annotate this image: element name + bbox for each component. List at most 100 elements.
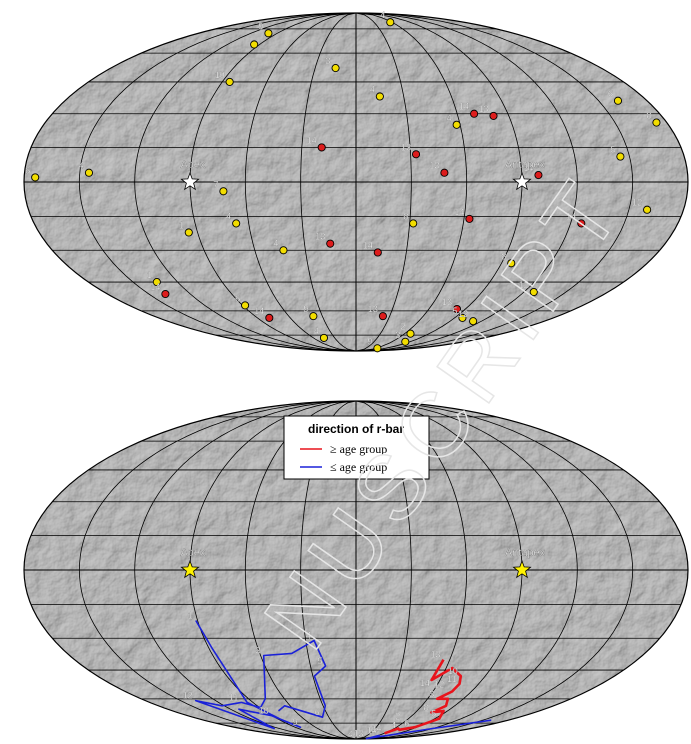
- point-label: 1: [188, 610, 193, 620]
- meridian-line: [300, 13, 357, 351]
- point-label: 1: [179, 220, 184, 230]
- point-label: 2: [400, 322, 405, 332]
- scatter-point: [161, 289, 170, 299]
- point-label: 10: [448, 666, 458, 676]
- point-label: 8: [403, 211, 408, 221]
- scatter-point: [409, 219, 418, 228]
- legend-entry-le: ≤ age group: [330, 460, 387, 474]
- point-label: 6: [608, 89, 613, 99]
- scatter-point: [440, 168, 449, 177]
- point-label: 14: [307, 135, 317, 145]
- point-label: 4: [306, 630, 311, 640]
- point-label: 13: [368, 304, 378, 314]
- point-label: 8: [423, 702, 428, 712]
- scatter-point: [616, 152, 625, 161]
- map-outline: [23, 400, 689, 740]
- point-label: 14: [566, 211, 576, 221]
- point-label: 13: [353, 729, 363, 739]
- legend-title: direction of r-bar: [308, 422, 404, 436]
- scatter-point: [489, 111, 498, 120]
- trajectory-line: [384, 659, 463, 735]
- apex-star-icon: [180, 559, 200, 579]
- meridian-line: [78, 13, 357, 351]
- point-label: 9: [293, 717, 298, 727]
- point-label: 5: [318, 656, 323, 666]
- point-label: 3: [395, 330, 400, 340]
- scatter-point: [452, 304, 462, 314]
- marker-label: Antapex: [505, 547, 546, 559]
- point-label: 2: [395, 712, 400, 722]
- scatter-point: [250, 40, 259, 49]
- scatter-point: [319, 333, 328, 342]
- point-label: 10: [215, 70, 225, 80]
- legend-box: [283, 415, 430, 480]
- scatter-point: [84, 168, 94, 177]
- scatter-point: [507, 259, 516, 268]
- point-label: 4: [380, 10, 385, 20]
- point-label: 4: [370, 84, 375, 94]
- scatter-point: [452, 120, 461, 129]
- marker-label: Apex: [180, 547, 206, 559]
- point-label: 4: [447, 113, 452, 123]
- marker-label: Apex: [180, 159, 206, 171]
- trajectory-line: [365, 719, 492, 740]
- point-label: 6: [314, 707, 319, 717]
- point-label: 14: [459, 102, 469, 112]
- point-label: 4: [79, 161, 84, 171]
- point-label: 6: [25, 165, 30, 175]
- meridian-line: [134, 13, 357, 351]
- point-label: 4: [391, 720, 396, 730]
- scatter-point: [373, 344, 382, 353]
- point-label: 1: [147, 270, 152, 280]
- scatter-point: [406, 329, 415, 338]
- point-label: 12: [632, 198, 642, 208]
- scatter-point: [373, 248, 382, 257]
- point-label: 13: [431, 650, 441, 660]
- point-label: 9: [258, 21, 263, 31]
- point-label: 14: [454, 207, 464, 217]
- scatter-point: [232, 219, 241, 228]
- scatter-point: [613, 96, 623, 105]
- point-label: 9: [367, 336, 372, 346]
- point-label: 4: [226, 211, 231, 221]
- point-label: 6: [404, 719, 409, 729]
- point-label: 12: [434, 680, 444, 690]
- scatter-point: [652, 118, 661, 127]
- point-label: 13: [401, 142, 411, 152]
- scatter-point: [279, 246, 288, 255]
- point-label: 11: [229, 692, 238, 702]
- scatter-point: [529, 287, 538, 297]
- scatter-point: [326, 239, 335, 248]
- scatter-point: [577, 219, 586, 228]
- legend-entry-ge: ≥ age group: [330, 442, 387, 456]
- meridian-line: [78, 401, 357, 739]
- point-label: 12: [183, 691, 193, 701]
- meridian-line: [355, 13, 578, 351]
- meridian-line: [134, 401, 357, 739]
- scatter-point: [317, 143, 326, 152]
- map-outline: [23, 12, 689, 352]
- meridian-line: [355, 401, 634, 739]
- scatter-point: [331, 64, 340, 73]
- scatter-point: [534, 171, 543, 180]
- scatter-point: [470, 109, 479, 118]
- scatter-point: [465, 214, 474, 223]
- scatter-point: [264, 29, 273, 38]
- point-label: 13: [478, 104, 488, 114]
- point-label: 10: [259, 706, 269, 716]
- point-label: 4: [348, 729, 353, 739]
- point-label: 14: [367, 725, 377, 735]
- scatter-point: [401, 337, 410, 346]
- scatter-point: [458, 313, 467, 322]
- meridian-line: [244, 13, 357, 351]
- point-label: 12: [458, 309, 468, 319]
- meridian-line: [355, 13, 634, 351]
- meridian-line: [355, 13, 412, 351]
- scatter-point: [411, 150, 421, 159]
- point-label: 13: [442, 297, 452, 307]
- point-label: 3: [429, 689, 434, 699]
- scatter-point: [375, 92, 384, 101]
- scatter-point: [225, 77, 234, 86]
